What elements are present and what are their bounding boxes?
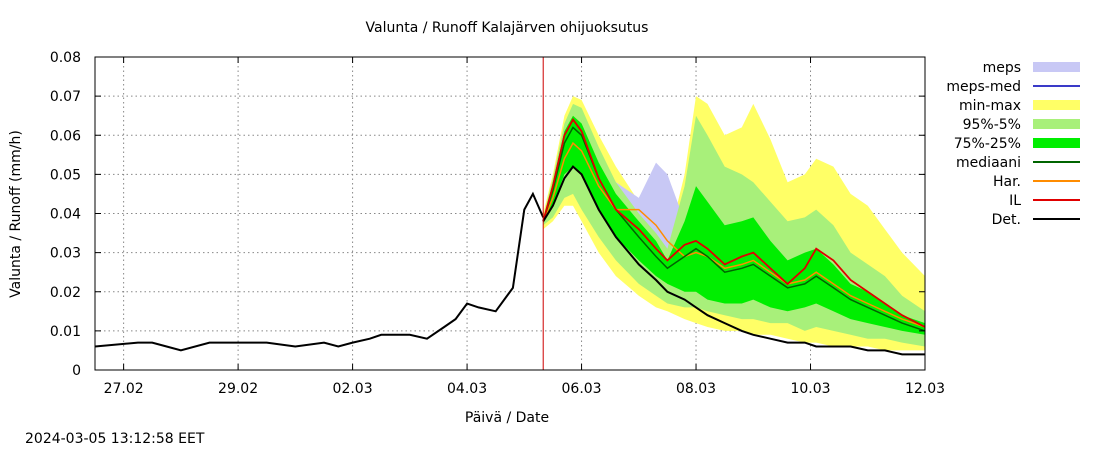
det-forecast-line [542,165,925,356]
x-tick-label: 10.03 [790,381,830,397]
mediaani-line [542,126,925,332]
det-observed-line [95,191,545,352]
legend-swatch-p95_5 [1033,119,1080,129]
legend-label-il: IL [1009,193,1021,209]
x-tick-label: 29.02 [218,381,258,397]
legend-label-det: Det. [992,212,1021,228]
legend-label-meps: meps [983,60,1021,76]
series-layer [95,96,925,356]
chart-title: Valunta / Runoff Kalajärven ohijuoksutus [366,20,649,36]
y-tick-label: 0.04 [50,207,81,223]
x-tick-label: 02.03 [333,381,373,397]
y-tick-label: 0.05 [50,167,81,183]
legend-label-mediaani: mediaani [956,155,1021,171]
timestamp: 2024-03-05 13:12:58 EET [25,431,205,447]
har-line [542,141,925,328]
y-tick-label: 0.07 [50,89,81,105]
x-axis-label: Päivä / Date [465,410,549,426]
y-axis-label: Valunta / Runoff (mm/h) [8,130,24,298]
legend-swatch-minmax [1033,100,1080,110]
y-tick-label: 0.02 [50,285,81,301]
legend-label-minmax: min-max [959,98,1021,114]
legend-swatch-meps [1033,62,1080,72]
legend-swatch-p75_25 [1033,138,1080,148]
y-tick-label: 0.08 [50,50,81,66]
y-tick-label: 0.01 [50,324,81,340]
legend: meps meps-med min-max 95%-5% 75%-25% mediaani… [946,60,1080,228]
il-line [542,117,925,328]
y-tick-label: 0 [72,363,81,379]
legend-label-meps_med: meps-med [946,79,1021,95]
p75-25-band [543,115,925,335]
legend-label-har: Har. [993,174,1021,190]
x-tick-label: 06.03 [562,381,602,397]
legend-label-p95_5: 95%-5% [963,117,1021,133]
x-tick-label: 12.03 [905,381,945,397]
legend-label-p75_25: 75%-25% [954,136,1021,152]
x-tick-label: 08.03 [676,381,716,397]
plot-area: 27.02 29.02 02.03 04.03 06.03 08.03 10.03 12.03… [50,50,945,397]
x-tick-label: 27.02 [104,381,144,397]
x-tick-label: 04.03 [447,381,487,397]
y-tick-label: 0.03 [50,246,81,262]
y-tick-label: 0.06 [50,128,81,144]
